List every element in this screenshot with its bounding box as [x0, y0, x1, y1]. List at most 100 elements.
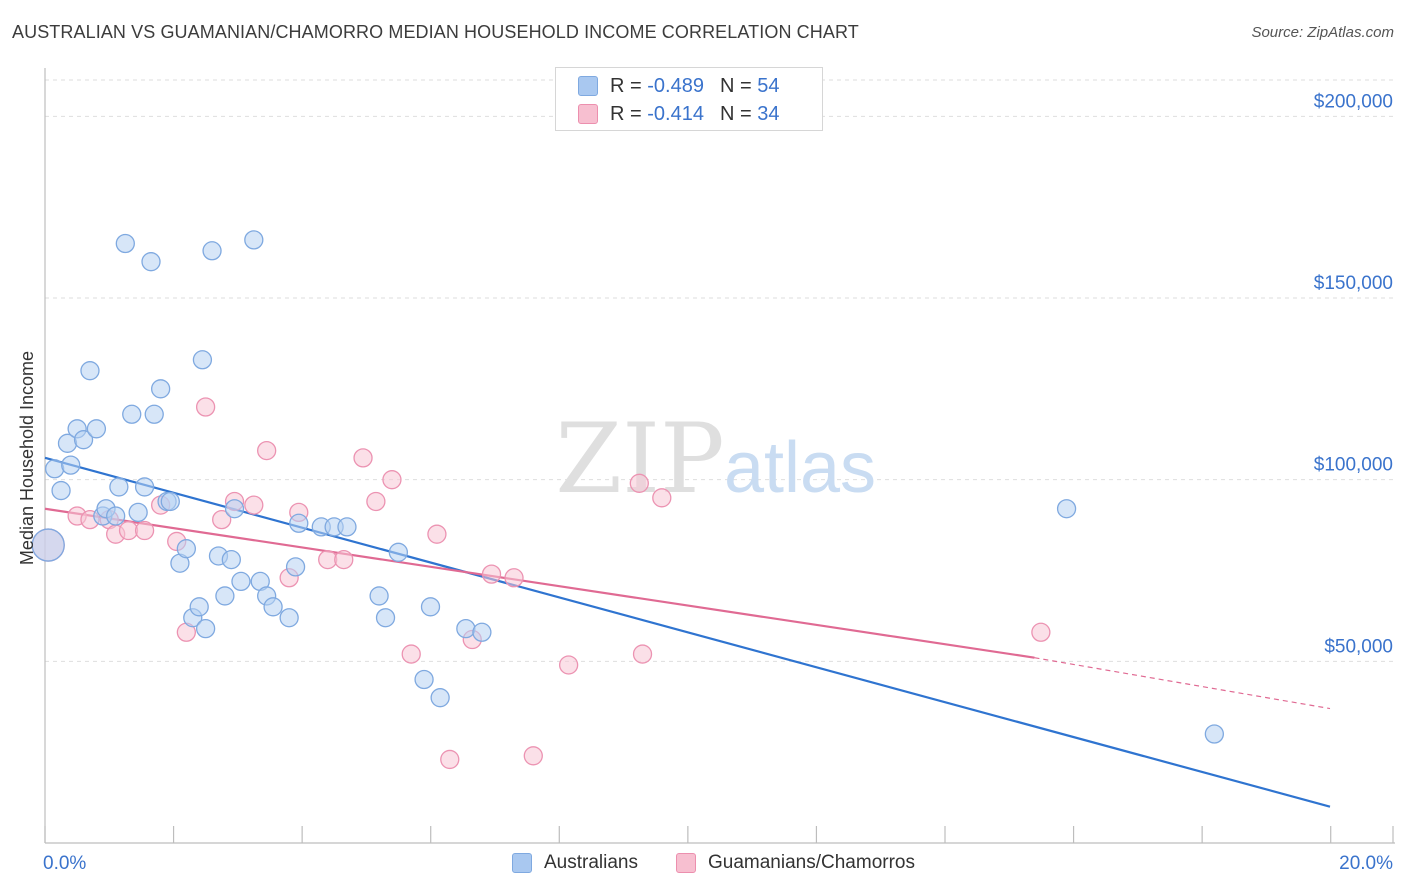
australian-point [285, 557, 306, 577]
r-label: R = [610, 74, 648, 97]
y-axis-title: Median Household Income [17, 351, 37, 565]
n-value: 54 [757, 74, 780, 97]
r-value: -0.489 [647, 74, 704, 97]
australian-point [231, 571, 251, 592]
legend-item-australians[interactable]: Australians [512, 852, 638, 874]
correlation-legend: R = -0.489 N = 54 R = -0.414 N = 34 [555, 67, 823, 131]
australian-point [221, 549, 241, 570]
australian-point [388, 542, 409, 562]
australian-point [215, 586, 235, 606]
guamanian-point [134, 520, 155, 541]
r-label: R = [610, 102, 648, 125]
australian-point [160, 491, 180, 512]
guamanian-point [318, 549, 338, 570]
y-tick-label: $150,000 [1314, 273, 1393, 294]
legend-swatch-australians [578, 76, 598, 96]
y-tick-label: $200,000 [1314, 91, 1393, 112]
trend-layer [44, 456, 1331, 808]
australian-point [189, 597, 209, 617]
australian-point [73, 430, 94, 450]
guamanians-trend-line [44, 507, 1035, 659]
guamanian-point [195, 397, 216, 417]
guamanian-point [504, 568, 524, 588]
guamanian-point [244, 495, 264, 515]
australian-point [369, 586, 389, 606]
australian-point [195, 618, 216, 639]
legend-row-australians: R = -0.489 N = 54 [578, 74, 780, 98]
australian-point [134, 477, 155, 497]
australian-point [430, 688, 450, 708]
australian-point [414, 669, 434, 690]
australian-point [375, 608, 396, 628]
australian-point [1056, 499, 1077, 519]
legend-label-guamanians: Guamanians/Chamorros [708, 852, 915, 873]
guamanian-point [1031, 622, 1051, 642]
y-tick-label: $100,000 [1314, 455, 1393, 476]
australian-point [1204, 724, 1224, 744]
legend-label-australians: Australians [544, 852, 638, 873]
label-layer: $50,000 $100,000 $150,000 $200,000 0.0% 20.0%… [17, 91, 1393, 874]
australian-point [279, 608, 299, 628]
r-value: -0.414 [647, 102, 704, 125]
australian-point [420, 597, 441, 617]
australian-point [86, 419, 107, 439]
y-tick-label: $50,000 [1324, 636, 1393, 657]
guamanians-trend-extension [1034, 657, 1331, 710]
australian-point [51, 480, 71, 501]
series-legend: Australians Guamanians/Chamorros [0, 852, 1406, 878]
n-label: N = [720, 102, 758, 125]
australian-point [144, 404, 164, 424]
guamanian-point [401, 644, 421, 664]
australian-point [150, 379, 171, 399]
legend-swatch-guamanians [578, 104, 598, 124]
australian-point [44, 459, 65, 479]
australian-point [31, 528, 65, 562]
australian-point [337, 517, 357, 537]
legend-row-guamanians: R = -0.414 N = 34 [578, 102, 780, 126]
australian-point [61, 455, 81, 475]
guamanian-point [632, 644, 653, 664]
australian-point [106, 506, 126, 526]
chart-title: AUSTRALIAN VS GUAMANIAN/CHAMORRO MEDIAN … [12, 22, 859, 42]
australian-point [192, 350, 213, 370]
australians-trend-line [44, 456, 1331, 808]
guamanian-point [334, 549, 354, 570]
australian-point [289, 513, 309, 533]
guamanian-point [353, 448, 373, 468]
australian-point [456, 618, 476, 639]
guamanian-point [118, 520, 139, 541]
legend-item-guamanians[interactable]: Guamanians/Chamorros [676, 852, 915, 874]
australian-point [128, 502, 148, 523]
australian-point [141, 252, 161, 272]
australian-point [115, 233, 135, 254]
grid-layer [45, 79, 1395, 662]
australian-point [244, 230, 264, 250]
source-label: Source: ZipAtlas.com [1251, 24, 1394, 41]
x-tick-label: 20.0% [1339, 853, 1393, 874]
watermark: ZIP atlas [555, 403, 876, 515]
x-tick-label: 0.0% [43, 853, 86, 874]
australian-point [224, 499, 245, 519]
australian-point [80, 361, 100, 381]
guamanian-point [440, 749, 460, 770]
legend-swatch-guamanians [676, 853, 696, 873]
axis-layer [44, 68, 1395, 844]
guamanian-point [427, 524, 447, 544]
guamanian-point [629, 473, 649, 493]
n-value: 34 [757, 102, 780, 125]
points-layer [31, 230, 1224, 770]
australian-point [122, 404, 142, 424]
guamanian-point [558, 655, 579, 675]
guamanian-point [366, 491, 386, 512]
guamanian-point [212, 509, 232, 530]
n-label: N = [720, 74, 758, 97]
australian-point [176, 539, 197, 559]
guamanian-point [523, 746, 543, 766]
watermark-atlas: atlas [724, 428, 876, 508]
legend-swatch-australians [512, 853, 532, 873]
guamanian-point [652, 488, 672, 508]
watermark-zip: ZIP [555, 403, 724, 515]
australian-point [109, 477, 129, 497]
australian-point [202, 241, 222, 261]
